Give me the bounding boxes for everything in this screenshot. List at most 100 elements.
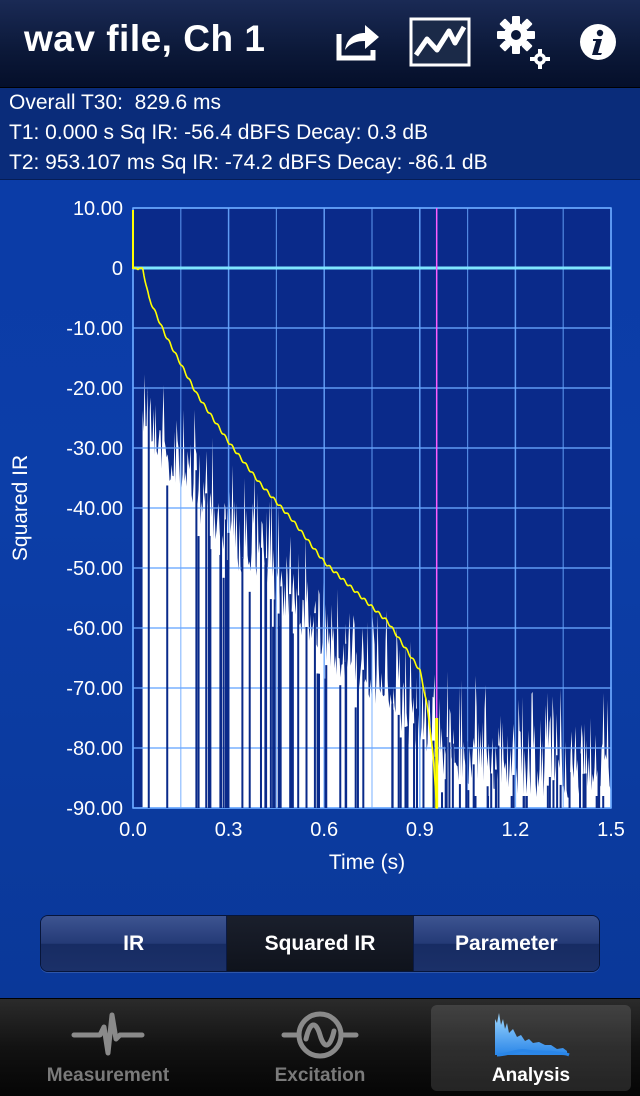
squared-ir-dropout (248, 591, 251, 808)
y-tick-label: -10.00 (66, 318, 123, 340)
squared-ir-dropout (406, 726, 409, 808)
squared-ir-dropout (227, 532, 230, 808)
squared-ir-dropout (205, 493, 208, 808)
tab-analysis[interactable]: Analysis (431, 1005, 631, 1091)
squared-ir-dropout (356, 651, 359, 808)
x-tick-label: 0.9 (406, 819, 434, 841)
squared-ir-dropout (556, 755, 559, 808)
squared-ir-dropout (465, 741, 468, 808)
sine-wave-icon (281, 1011, 359, 1059)
squared-ir-dropout (339, 685, 342, 808)
squared-ir-dropout (579, 753, 582, 808)
squared-ir-dropout (279, 586, 282, 808)
squared-ir-dropout (397, 714, 400, 808)
squared-ir-dropout (441, 792, 444, 808)
y-tick-label: -20.00 (66, 378, 123, 400)
squared-ir-dropout (324, 678, 327, 808)
squared-ir-chart[interactable]: 10.00 0 -10.00 -20.00 -30.00 -40.00 -50.00 -60.… (0, 180, 640, 900)
squared-ir-dropout (291, 633, 294, 808)
tab-excitation-label: Excitation (274, 1065, 366, 1086)
x-tick-label: 1.2 (501, 819, 529, 841)
x-tick-label: 0.6 (310, 819, 338, 841)
squared-ir-dropout (448, 742, 451, 808)
decay-curve (133, 267, 438, 809)
segment-squared-ir[interactable]: Squared IR (227, 916, 414, 971)
squared-ir-dropout (362, 669, 365, 808)
squared-ir-dropout (490, 773, 493, 808)
x-tick-label: 0.0 (119, 819, 147, 841)
squared-ir-dropout (595, 796, 598, 808)
squared-ir-dropout (432, 740, 435, 808)
t1-readout-text: T1: 0.000 s Sq IR: -56.4 dBFS Decay: 0.3… (9, 121, 429, 144)
squared-ir-dropout (197, 536, 200, 808)
x-tick-label: 1.5 (597, 819, 625, 841)
y-tick-label: -80.00 (66, 738, 123, 760)
squared-ir-dropout (222, 577, 225, 808)
squared-ir-dropout (318, 673, 321, 808)
overall-t30-text: Overall T30: 829.6 ms (9, 91, 222, 114)
y-tick-label: -60.00 (66, 618, 123, 640)
decay-spectrum-icon (495, 1013, 570, 1057)
squared-ir-dropout (241, 558, 244, 808)
squared-ir-dropout (208, 535, 211, 808)
y-tick-label: -40.00 (66, 498, 123, 520)
y-tick-label: 10.00 (73, 198, 123, 220)
view-segmented-control: IR Squared IR Parameter (40, 915, 600, 972)
y-tick-label: -70.00 (66, 678, 123, 700)
squared-ir-dropout (451, 743, 454, 808)
info-icon (580, 24, 616, 60)
x-axis-label: Time (s) (329, 851, 405, 874)
squared-ir-dropout (512, 774, 515, 808)
t2-readout-text: T2: 953.107 ms Sq IR: -74.2 dBFS Decay: … (9, 151, 488, 174)
chart-canvas[interactable]: 10.00 0 -10.00 -20.00 -30.00 -40.00 -50.00 -60.… (0, 180, 640, 900)
segment-parameter[interactable]: Parameter (413, 916, 599, 971)
squared-ir-dropout (467, 790, 470, 808)
y-tick-label: -50.00 (66, 558, 123, 580)
squared-ir-dropout (582, 773, 585, 808)
share-button[interactable] (328, 12, 388, 72)
tab-analysis-label: Analysis (491, 1065, 571, 1086)
squared-ir-envelope (142, 374, 611, 808)
squared-ir-dropout (297, 595, 300, 808)
squared-ir-dropout (269, 599, 272, 808)
heartbeat-icon (71, 1012, 145, 1056)
measurement-info-panel: Overall T30: 829.6 ms T1: 0.000 s Sq IR:… (0, 88, 640, 180)
info-button[interactable] (572, 12, 624, 72)
squared-ir-dropout (597, 751, 600, 808)
page-title: wav file, Ch 1 (24, 18, 266, 59)
squared-ir-dropout (265, 558, 268, 808)
tab-measurement[interactable]: Measurement (8, 1005, 208, 1091)
squared-ir-dropout (354, 707, 357, 808)
squared-ir-dropout (391, 703, 394, 808)
squared-ir-dropout (584, 773, 587, 808)
squared-ir-dropout (522, 796, 525, 808)
tab-excitation[interactable]: Excitation (220, 1005, 420, 1091)
settings-button[interactable] (494, 12, 554, 72)
tab-bar: Measurement Excitation (0, 998, 640, 1096)
share-icon (336, 25, 379, 61)
squared-ir-dropout (272, 626, 275, 808)
squared-ir-dropout (277, 613, 280, 808)
squared-ir-dropout (497, 745, 500, 808)
x-tick-label: 0.3 (215, 819, 243, 841)
squared-ir-dropout (458, 784, 461, 808)
gear-icon (497, 16, 550, 69)
squared-ir-dropout (444, 779, 447, 808)
squared-ir-dropout (445, 737, 448, 808)
squared-ir-dropout (413, 723, 416, 808)
squared-ir-dropout (602, 796, 605, 808)
squared-ir-dropout (305, 626, 308, 808)
squared-ir-dropout (195, 470, 198, 808)
y-axis-label: Squared IR (9, 455, 32, 561)
navigation-bar: wav file, Ch 1 (0, 0, 640, 88)
segment-ir[interactable]: IR (41, 916, 228, 971)
chart-toggle-button[interactable] (408, 12, 472, 72)
squared-ir-dropout (495, 769, 498, 808)
squared-ir-dropout (316, 673, 319, 808)
y-tick-label: -30.00 (66, 438, 123, 460)
squared-ir-dropout (472, 764, 475, 808)
squared-ir-dropout (289, 594, 292, 808)
squared-ir-dropout (525, 796, 528, 808)
squared-ir-dropout (548, 776, 551, 808)
squared-ir-dropout (404, 726, 407, 808)
